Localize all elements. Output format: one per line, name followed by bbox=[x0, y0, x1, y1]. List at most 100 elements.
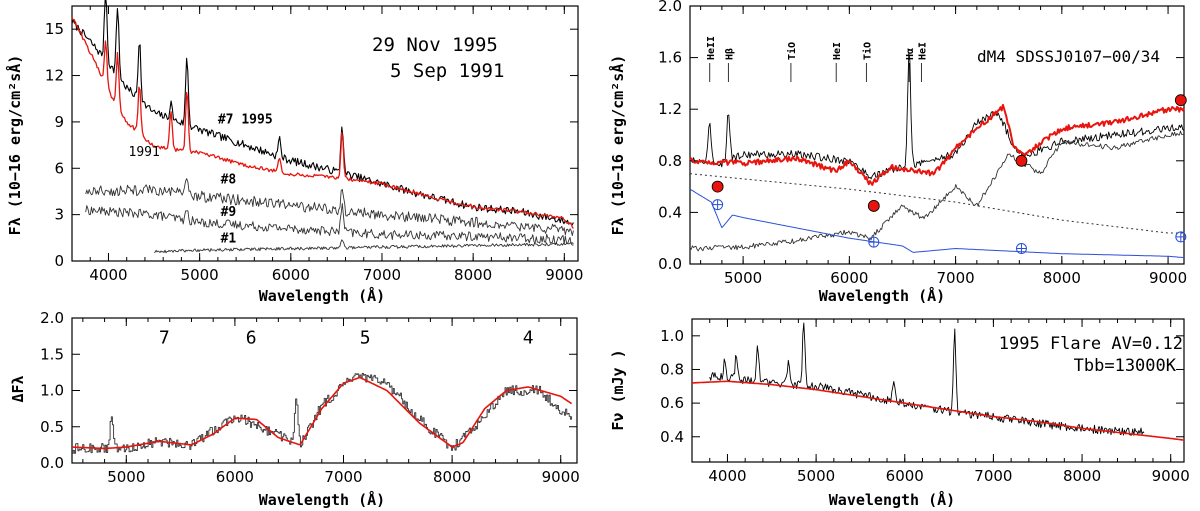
plot-frame bbox=[71, 5, 579, 262]
y-tick-label: 0.0 bbox=[658, 255, 682, 273]
x-tick-label: 7000 bbox=[324, 468, 362, 486]
y-tick-label: 1.6 bbox=[658, 49, 682, 67]
series-line bbox=[689, 52, 1185, 180]
y-axis-label: Fλ (10−16 erg/cm²sÅ) bbox=[5, 55, 24, 236]
line-id-label: Hβ bbox=[724, 48, 735, 60]
annotation: 6 bbox=[246, 327, 257, 348]
annotation: #8 bbox=[221, 173, 237, 188]
series-line bbox=[85, 203, 574, 246]
y-axis-label: Fν (mJy ) bbox=[609, 349, 627, 430]
x-tick-label: 5000 bbox=[724, 269, 762, 287]
annotation: #1 bbox=[221, 231, 237, 246]
x-axis-label: Wavelength (Å) bbox=[829, 490, 955, 509]
legend-1995: 29 Nov 1995 bbox=[372, 34, 498, 56]
series-line bbox=[72, 373, 573, 454]
series-line bbox=[689, 130, 1185, 252]
y-tick-label: 0.8 bbox=[658, 152, 682, 170]
plot-frame bbox=[689, 5, 1185, 265]
data-point-cross bbox=[712, 199, 723, 210]
y-tick-label: 1.0 bbox=[660, 327, 684, 345]
y-tick-label: 0.6 bbox=[660, 394, 684, 412]
series-line bbox=[692, 380, 1185, 441]
data-point bbox=[867, 200, 880, 212]
y-tick-label: 2.0 bbox=[40, 309, 64, 327]
panel-top-right: dM4 SDSSJ0107−00/34 Wavelength (Å) Fλ (1… bbox=[608, 0, 1187, 305]
y-tick-label: 2.0 bbox=[658, 0, 682, 15]
x-tick-label: 7000 bbox=[974, 467, 1012, 485]
legend-1991: 5 Sep 1991 bbox=[390, 60, 504, 82]
x-tick-label: 9000 bbox=[1152, 467, 1190, 485]
flare-label: 1995 Flare AV=0.12 bbox=[999, 334, 1183, 354]
annotation: 7 bbox=[159, 327, 170, 348]
x-tick-label: 8000 bbox=[1063, 467, 1101, 485]
annotation: 4 bbox=[523, 327, 534, 348]
x-tick-label: 6000 bbox=[216, 468, 254, 486]
data-point bbox=[711, 180, 724, 193]
x-tick-label: 6000 bbox=[830, 269, 868, 287]
y-tick-label: 1.5 bbox=[40, 345, 64, 363]
x-axis-label: Wavelength (Å) bbox=[259, 286, 385, 305]
line-id-label: HeI bbox=[832, 42, 843, 60]
annotation: 5 bbox=[360, 327, 371, 348]
x-tick-label: 5000 bbox=[797, 467, 835, 485]
series-line bbox=[689, 188, 1185, 259]
y-tick-label: 9 bbox=[54, 113, 64, 131]
x-tick-label: 6000 bbox=[886, 467, 924, 485]
plot-frame bbox=[691, 318, 1185, 463]
series-line bbox=[154, 239, 574, 254]
y-tick-label: 0.5 bbox=[40, 418, 64, 436]
series-line bbox=[85, 178, 574, 236]
y-tick-label: 1.0 bbox=[40, 382, 64, 400]
annotation: 1991 bbox=[129, 145, 160, 160]
y-axis-label: Fλ (10−16 erg/cm²sÅ) bbox=[608, 55, 627, 236]
x-tick-label: 9000 bbox=[545, 266, 583, 284]
x-tick-label: 4000 bbox=[89, 266, 127, 284]
line-id-label: TiO bbox=[786, 42, 798, 60]
y-tick-label: 3 bbox=[54, 206, 64, 224]
x-tick-label: 7000 bbox=[936, 269, 974, 287]
data-point bbox=[1015, 154, 1028, 167]
y-tick-label: 12 bbox=[45, 67, 64, 85]
y-tick-label: 0 bbox=[54, 252, 64, 270]
x-axis-label: Wavelength (Å) bbox=[819, 286, 945, 305]
series-line bbox=[71, 17, 574, 229]
temperature-label: Tbb=13000K bbox=[1074, 356, 1177, 376]
y-tick-label: 0.0 bbox=[40, 454, 64, 472]
panel-bottom-left: Wavelength (Å) ΔFλ 5000 6000 7000 8000 9000 0… bbox=[9, 309, 580, 509]
x-tick-label: 8000 bbox=[1043, 269, 1081, 287]
y-tick-label: 6 bbox=[54, 159, 64, 177]
line-id-label: HeII bbox=[706, 36, 717, 60]
data-point bbox=[1174, 94, 1187, 107]
annotation: #9 bbox=[221, 205, 237, 220]
data-point-cross bbox=[868, 237, 879, 248]
x-axis-label: Wavelength (Å) bbox=[259, 490, 385, 509]
y-tick-label: 15 bbox=[45, 20, 64, 38]
series-line bbox=[689, 173, 1184, 234]
y-axis-label: ΔFλ bbox=[9, 375, 27, 402]
y-tick-label: 0.4 bbox=[660, 428, 684, 446]
y-tick-label: 0.8 bbox=[660, 360, 684, 378]
data-point-cross bbox=[1016, 243, 1027, 254]
x-tick-label: 9000 bbox=[1149, 269, 1187, 287]
series-line bbox=[689, 103, 1185, 186]
x-tick-label: 8000 bbox=[454, 266, 492, 284]
line-id-label: Hα bbox=[905, 48, 916, 60]
series-line bbox=[72, 376, 573, 450]
line-id-label: HeI bbox=[917, 42, 928, 60]
annotation: #7 1995 bbox=[218, 112, 273, 127]
series-line bbox=[71, 0, 574, 226]
y-tick-label: 0.4 bbox=[658, 203, 682, 221]
x-tick-label: 5000 bbox=[181, 266, 219, 284]
x-tick-label: 4000 bbox=[708, 467, 746, 485]
line-id-label: TiO bbox=[861, 42, 873, 60]
x-tick-label: 8000 bbox=[433, 468, 471, 486]
x-tick-label: 9000 bbox=[542, 468, 580, 486]
x-tick-label: 6000 bbox=[272, 266, 310, 284]
x-tick-label: 5000 bbox=[107, 468, 145, 486]
panel-top-left: 29 Nov 1995 5 Sep 1991 Wavelength (Å) Fλ… bbox=[5, 0, 583, 305]
panel-title: dM4 SDSSJ0107−00/34 bbox=[977, 47, 1160, 66]
panel-bottom-right: 1995 Flare AV=0.12 Tbb=13000K Wavelength… bbox=[609, 318, 1190, 509]
data-point-cross bbox=[1175, 231, 1186, 242]
x-tick-label: 7000 bbox=[363, 266, 401, 284]
